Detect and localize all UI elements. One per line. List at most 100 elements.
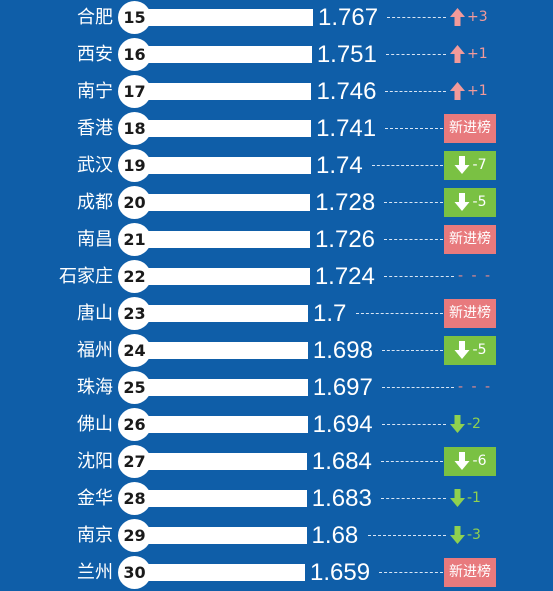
- rank-change: +1: [450, 36, 488, 73]
- arrow-down-icon: [454, 452, 470, 470]
- leader-line: [367, 535, 446, 536]
- arrow-up-icon: [450, 82, 465, 100]
- table-row: 南京 29 1.68 -3: [0, 517, 553, 554]
- bar: [140, 194, 311, 211]
- city-label: 兰州: [77, 562, 113, 583]
- rank-down-badge: -5: [444, 336, 496, 365]
- rank-badge: 17: [118, 75, 151, 108]
- leader-line: [379, 572, 443, 573]
- table-row: 福州 24 1.698 -5: [0, 332, 553, 369]
- rank-badge: 23: [118, 297, 151, 330]
- bar: [140, 379, 308, 396]
- rank-badge: 18: [118, 112, 151, 145]
- city-label: 南京: [77, 525, 113, 546]
- leader-line: [381, 387, 454, 388]
- rank-change-value: +3: [467, 9, 488, 25]
- table-row: 西安 16 1.751 +1: [0, 36, 553, 73]
- rank-badge: 21: [118, 223, 151, 256]
- arrow-down-icon: [450, 526, 465, 544]
- new-entry-badge: 新进榜: [444, 299, 496, 328]
- value-label: 1.694: [312, 411, 373, 438]
- rank-badge: 28: [118, 482, 151, 515]
- leader-line: [385, 54, 446, 55]
- city-label: 佛山: [77, 414, 113, 435]
- table-row: 成都 20 1.728 -5: [0, 184, 553, 221]
- value-label: 1.697: [312, 374, 373, 401]
- table-row: 南宁 17 1.746 +1: [0, 73, 553, 110]
- rank-down-badge: -6: [444, 447, 496, 476]
- city-label: 唐山: [77, 303, 113, 324]
- value-label: 1.746: [316, 78, 377, 105]
- bar: [140, 564, 305, 581]
- rank-badge: 15: [118, 1, 151, 34]
- bar: [140, 416, 308, 433]
- rank-down-badge: -7: [444, 151, 496, 180]
- new-entry-badge: 新进榜: [444, 558, 496, 587]
- value-label: 1.728: [315, 189, 376, 216]
- rank-badge: 25: [118, 371, 151, 404]
- leader-line: [383, 239, 443, 240]
- rank-change-value: -5: [472, 342, 487, 358]
- table-row: 兰州 30 1.659 新进榜: [0, 554, 553, 591]
- bar: [140, 231, 310, 248]
- leader-line: [380, 498, 446, 499]
- table-row: 珠海 25 1.697 - - -: [0, 369, 553, 406]
- rank-change: +3: [450, 0, 488, 36]
- city-label: 香港: [77, 118, 113, 139]
- value-label: 1.659: [310, 559, 371, 586]
- table-row: 沈阳 27 1.684 -6: [0, 443, 553, 480]
- leader-line: [385, 91, 446, 92]
- no-change-mark: - - -: [458, 268, 493, 284]
- arrow-down-icon: [450, 415, 465, 433]
- city-label: 沈阳: [77, 451, 113, 472]
- rank-change: -2: [450, 406, 481, 443]
- table-row: 唐山 23 1.7 新进榜: [0, 295, 553, 332]
- bar: [140, 46, 312, 63]
- table-row: 香港 18 1.741 新进榜: [0, 110, 553, 147]
- table-row: 金华 28 1.683 -1: [0, 480, 553, 517]
- rank-badge: 27: [118, 445, 151, 478]
- city-label: 南宁: [77, 81, 113, 102]
- rank-badge: 20: [118, 186, 151, 219]
- table-row: 石家庄 22 1.724 - - -: [0, 258, 553, 295]
- value-label: 1.698: [312, 337, 373, 364]
- leader-line: [356, 313, 443, 314]
- rank-badge: 19: [118, 149, 151, 182]
- arrow-down-icon: [450, 489, 465, 507]
- leader-line: [383, 276, 454, 277]
- rank-change-value: -3: [467, 527, 481, 543]
- rank-change: +1: [450, 73, 488, 110]
- rank-change: -3: [450, 517, 481, 554]
- value-label: 1.7: [313, 300, 347, 327]
- value-label: 1.767: [318, 4, 379, 31]
- rank-change: -1: [450, 480, 481, 517]
- rank-badge: 24: [118, 334, 151, 367]
- bar: [140, 268, 310, 285]
- bar: [140, 490, 307, 507]
- bar: [140, 120, 312, 137]
- table-row: 佛山 26 1.694 -2: [0, 406, 553, 443]
- table-row: 武汉 19 1.74 -7: [0, 147, 553, 184]
- bar: [140, 157, 311, 174]
- value-label: 1.724: [314, 263, 375, 290]
- rank-change-value: -1: [467, 490, 481, 506]
- rank-badge: 16: [118, 38, 151, 71]
- city-label: 石家庄: [59, 266, 113, 287]
- value-label: 1.684: [311, 448, 372, 475]
- rank-change-value: +1: [467, 83, 488, 99]
- rank-badge: 22: [118, 260, 151, 293]
- city-label: 武汉: [77, 155, 113, 176]
- bar: [140, 9, 313, 26]
- no-change-mark: - - -: [458, 379, 493, 395]
- bar: [140, 342, 308, 359]
- rank-change-value: -7: [472, 157, 487, 173]
- city-label: 成都: [77, 192, 113, 213]
- leader-line: [380, 461, 443, 462]
- rank-change-value: +1: [467, 46, 488, 62]
- value-label: 1.726: [314, 226, 376, 253]
- value-label: 1.68: [311, 522, 359, 549]
- leader-line: [381, 350, 443, 351]
- table-row: 南昌 21 1.726 新进榜: [0, 221, 553, 258]
- city-label: 金华: [77, 488, 113, 509]
- bar: [140, 305, 309, 322]
